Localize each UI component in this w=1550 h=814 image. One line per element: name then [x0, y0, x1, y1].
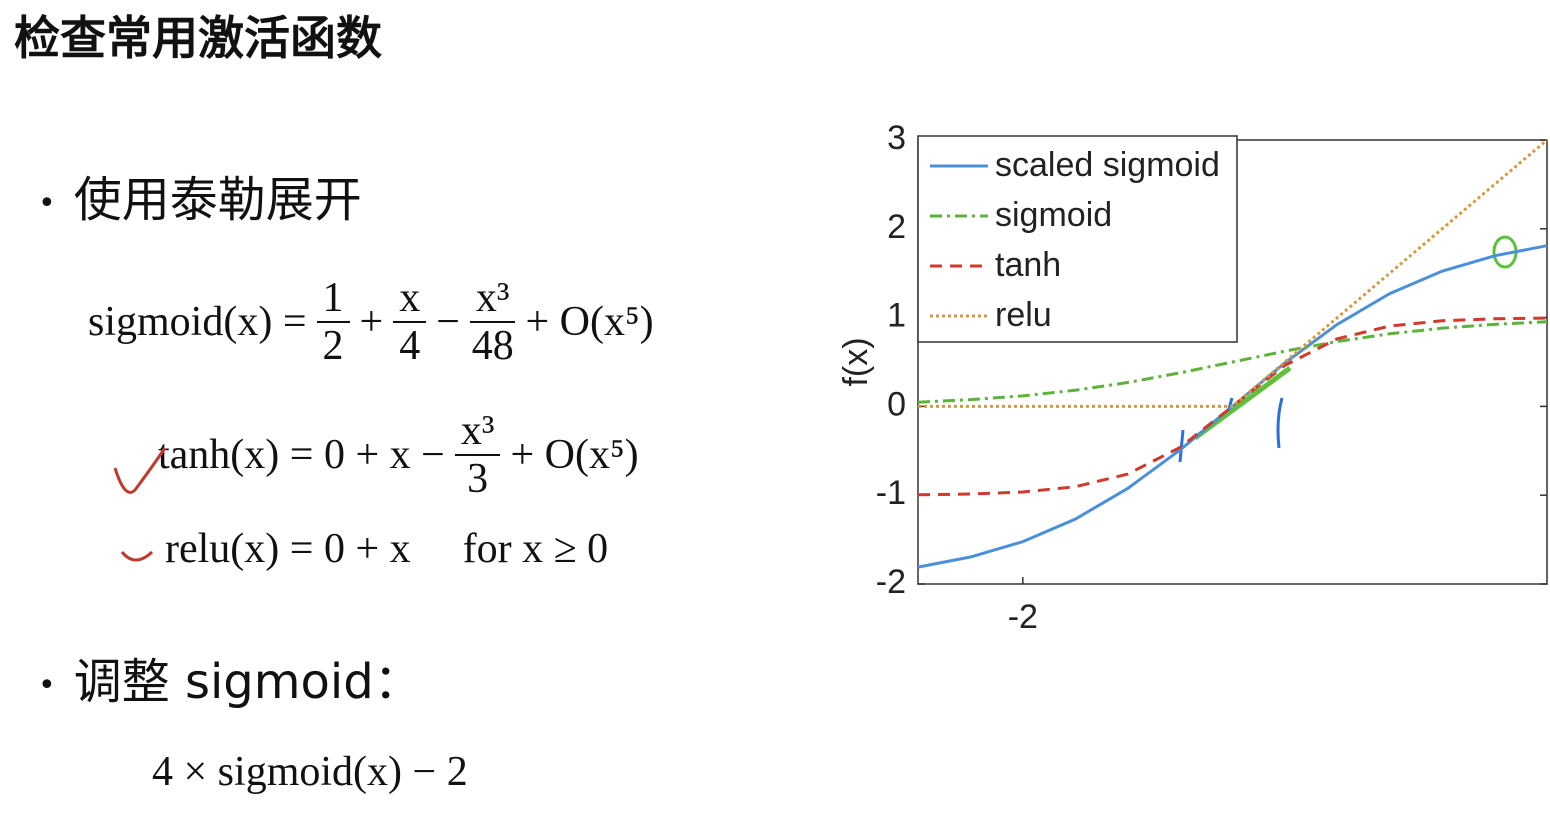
fraction: x³ 3: [454, 408, 501, 502]
y-tick-label: -2: [876, 563, 906, 601]
denominator: 2: [322, 323, 344, 369]
legend-label: relu: [995, 296, 1052, 334]
relu-formula: relu(x) = 0 + x for x ≥ 0: [165, 522, 608, 576]
formula-condition: for x ≥ 0: [462, 526, 609, 572]
denominator: 48: [471, 323, 514, 369]
bullet: • 调整 sigmoid：: [38, 654, 422, 710]
y-tick-label: 1: [887, 297, 906, 335]
numerator: 1: [316, 275, 350, 323]
numerator: x: [393, 275, 427, 323]
formula-text: relu(x) = 0 + x: [165, 526, 411, 572]
legend-label: sigmoid: [995, 196, 1112, 234]
formula-text: + O(x⁵): [510, 432, 639, 478]
handwritten-mark: [120, 550, 154, 562]
plot-area: -2 -1 0 1 2 3 -2 scaled sigmoid sigmoid tanh relu: [876, 119, 1548, 636]
y-tick-label: 0: [887, 385, 906, 423]
y-tick-label: 2: [887, 208, 906, 246]
denominator: 3: [467, 456, 489, 502]
slide-title: 检查常用激活函数: [14, 11, 382, 65]
y-tick-label: 3: [887, 119, 906, 157]
scaled-formula: 4 × sigmoid(x) − 2: [152, 749, 468, 795]
bullet: • 使用泰勒展开: [38, 172, 362, 228]
y-axis-label: f(x): [837, 337, 875, 386]
denominator: 4: [399, 323, 421, 369]
legend-label: tanh: [995, 246, 1061, 284]
operator: −: [436, 299, 460, 345]
series-line: [917, 316, 1548, 497]
series-line: [918, 138, 1548, 408]
numerator: x³: [469, 275, 516, 323]
y-tick-label: -1: [876, 474, 906, 512]
legend-box: [917, 135, 1238, 343]
tanh-formula: tanh(x) = 0 + x − x³ 3 + O(x⁵): [158, 395, 639, 515]
formula-text: + O(x⁵): [525, 299, 654, 345]
fraction: x³ 48: [469, 275, 516, 369]
formula-text: tanh(x) = 0 + x −: [158, 432, 445, 478]
formula-text: sigmoid(x) =: [88, 299, 307, 345]
handwritten-check: [113, 447, 167, 494]
bullet-text: 使用泰勒展开: [73, 172, 362, 228]
x-tick-label: -2: [1008, 598, 1038, 636]
numerator: x³: [454, 408, 501, 456]
legend-label: scaled sigmoid: [995, 146, 1220, 184]
operator: +: [359, 299, 384, 345]
series-line: [917, 320, 1548, 404]
bullet-text: 调整 sigmoid：: [73, 654, 422, 710]
